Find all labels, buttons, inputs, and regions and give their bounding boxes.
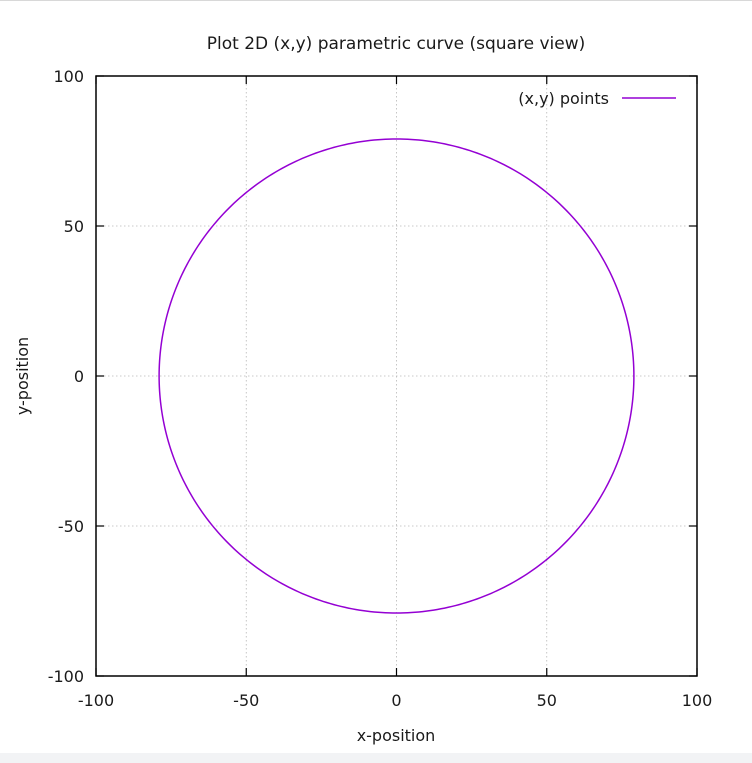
legend: (x,y) points [518, 89, 676, 108]
x-tick-label: -50 [233, 691, 259, 710]
x-tick-label: -100 [78, 691, 114, 710]
legend-label: (x,y) points [518, 89, 609, 108]
chart-title: Plot 2D (x,y) parametric curve (square v… [207, 34, 585, 54]
x-tick-label: 0 [391, 691, 401, 710]
grid [96, 76, 697, 676]
y-tick-label: -50 [58, 517, 84, 536]
x-axis-label: x-position [357, 726, 436, 745]
x-tick-label: 100 [682, 691, 713, 710]
series-line-xy-points [158, 138, 635, 614]
x-tick-label: 50 [537, 691, 557, 710]
tick-labels: -100 -50 0 50 100 -100 -50 0 50 100 [48, 67, 713, 710]
y-axis-label: y-position [13, 337, 32, 415]
y-tick-label: 100 [53, 67, 84, 86]
window-bottom-strip [0, 753, 752, 763]
y-tick-label: 0 [74, 367, 84, 386]
y-tick-label: -100 [48, 667, 84, 686]
y-tick-label: 50 [64, 217, 84, 236]
axis-ticks [95, 75, 698, 677]
